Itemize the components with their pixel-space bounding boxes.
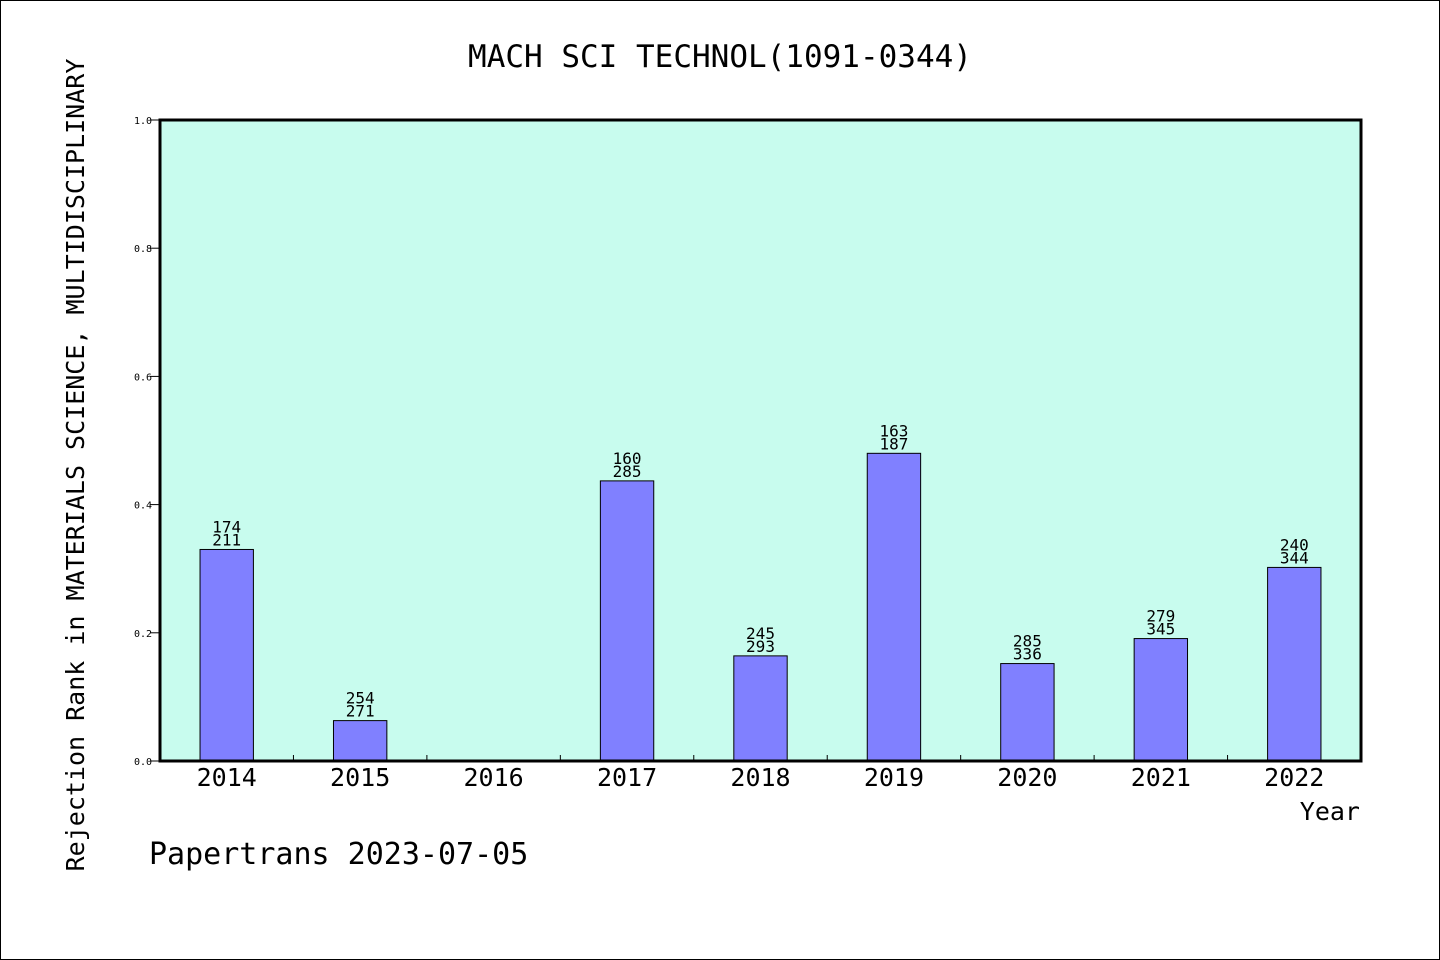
bar-label-top: 254	[346, 689, 375, 708]
bar-label-top: 174	[212, 517, 241, 536]
bar	[199, 548, 254, 762]
y-axis-label: Rejection Rank in MATERIALS SCIENCE, MUL…	[61, 59, 90, 872]
bars-group: 1742112542711602852452931631872853362793…	[199, 421, 1322, 762]
bar	[1267, 566, 1322, 762]
y-tick-label: 0.4	[134, 501, 152, 512]
bar-label-bottom: 336	[1013, 645, 1042, 664]
bar-label-bottom: 344	[1280, 548, 1309, 567]
bar-label-top: 285	[1013, 632, 1042, 651]
bar	[733, 655, 788, 762]
x-tick-label: 2017	[597, 763, 657, 792]
bar	[599, 480, 655, 762]
bar	[332, 720, 388, 762]
bar-label-top: 163	[879, 421, 908, 440]
bar	[1000, 663, 1055, 762]
bar-label-bottom: 285	[613, 462, 642, 481]
y-tick-label: 0.6	[134, 372, 152, 383]
x-axis: 2014 2015 2016 2017 2018 2019 2020 2021 2022	[197, 755, 1324, 792]
bar-label-bottom: 187	[879, 434, 908, 453]
x-tick-label: 2016	[464, 763, 524, 792]
x-tick-label: 2020	[997, 763, 1057, 792]
bar	[866, 452, 922, 762]
y-tick-label: 0.0	[134, 757, 152, 768]
bar-label-top: 240	[1280, 535, 1309, 554]
credit-text: Papertrans 2023-07-05	[149, 837, 528, 872]
x-tick-label: 2021	[1131, 763, 1191, 792]
x-axis-label: Year	[1300, 797, 1360, 826]
x-tick-label: 2019	[864, 763, 924, 792]
bar-label-bottom: 293	[746, 637, 775, 656]
x-tick-label: 2014	[197, 763, 257, 792]
bar-label-top: 160	[613, 449, 642, 468]
plot-border	[158, 118, 1363, 763]
bar-label-bottom: 211	[212, 530, 241, 549]
y-axis: 0.0 0.2 0.4 0.6 0.8 1.0	[134, 116, 160, 768]
chart-title: MACH SCI TECHNOL(1091-0344)	[468, 39, 972, 75]
x-tick-label: 2022	[1264, 763, 1324, 792]
y-tick-label: 1.0	[134, 116, 152, 127]
x-tick-label: 2018	[730, 763, 790, 792]
bar-label-top: 279	[1146, 607, 1175, 626]
bar-label-top: 245	[746, 624, 775, 643]
bar-label-bottom: 345	[1146, 620, 1175, 639]
y-tick-label: 0.2	[134, 629, 152, 640]
bar	[1133, 638, 1189, 762]
bar-label-bottom: 271	[346, 702, 375, 721]
y-tick-label: 0.8	[134, 244, 152, 255]
x-tick-label: 2015	[330, 763, 390, 792]
